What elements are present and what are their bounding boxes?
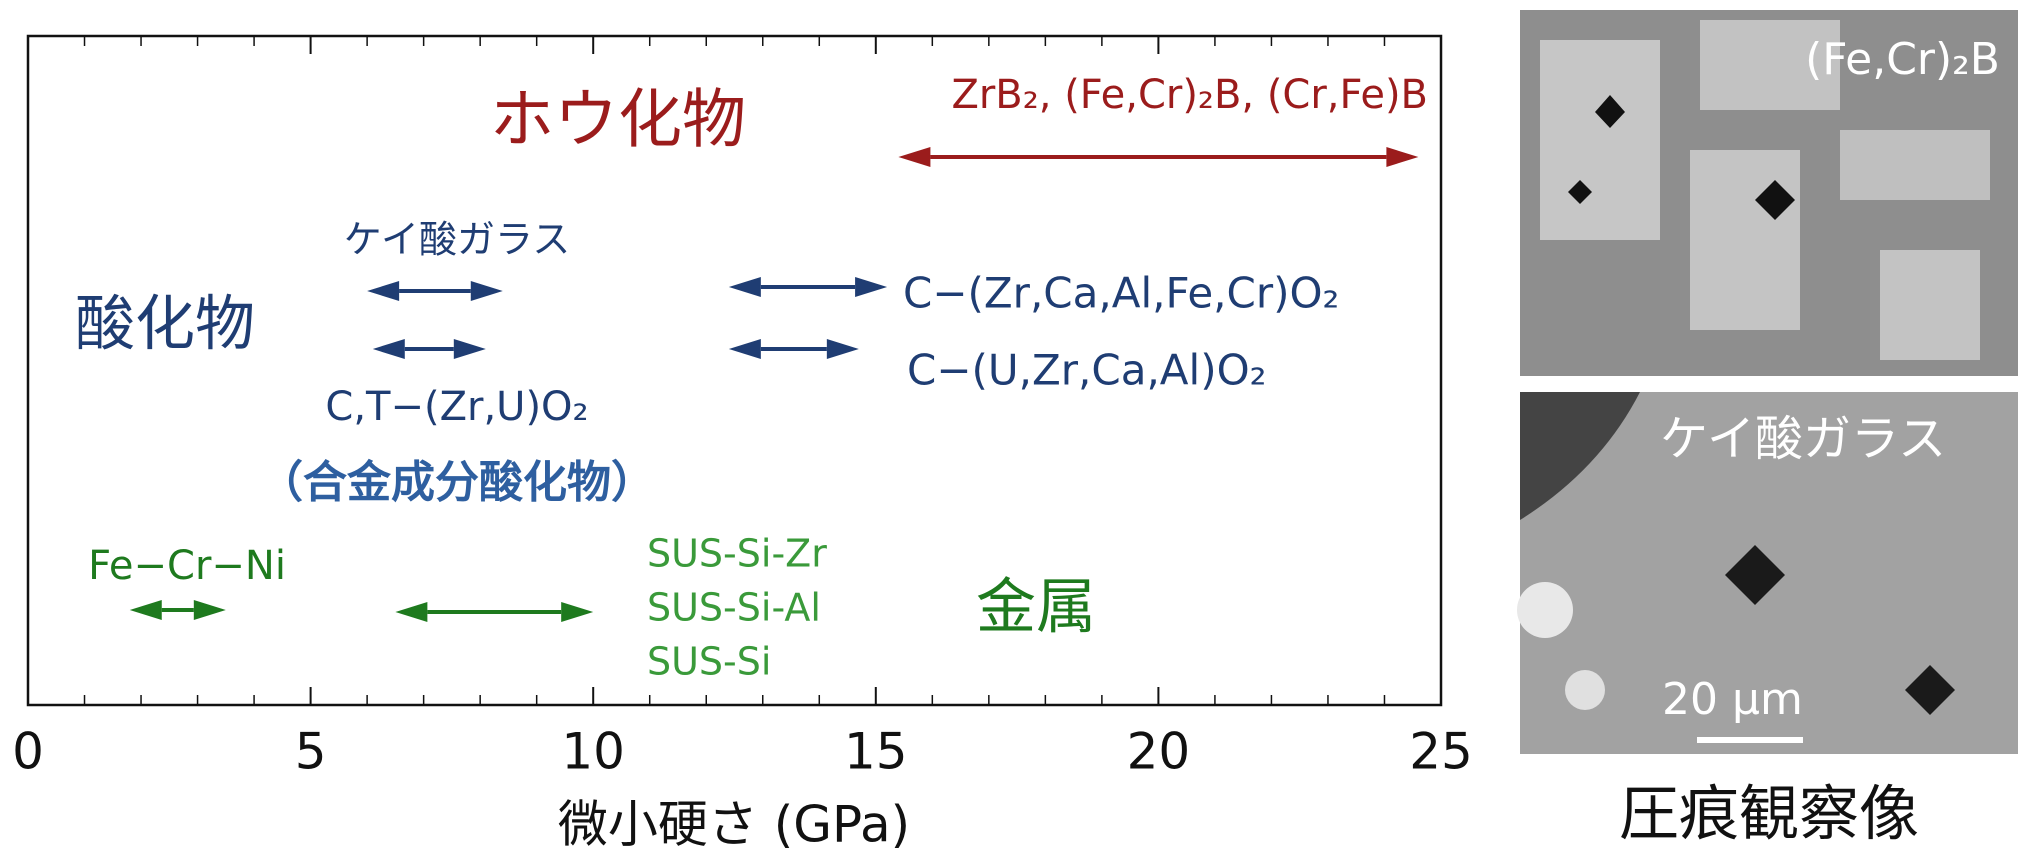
image-caption: 圧痕観察像 <box>1619 780 1919 850</box>
range-label: SUS-Si-Al <box>647 586 821 630</box>
x-tick-label: 25 <box>1409 723 1473 781</box>
range-label: SUS-Si <box>647 640 771 684</box>
scale-bar-label: 20 μm <box>1662 674 1803 725</box>
range-label: ケイ酸ガラス <box>344 218 570 262</box>
group-label: ホウ化物 <box>490 84 746 158</box>
arrow-head <box>470 281 503 301</box>
range-label: C−(U,Zr,Ca,Al)O₂ <box>907 346 1266 395</box>
group-label: 金属 <box>976 573 1096 643</box>
arrow-head <box>453 339 486 359</box>
arrow-head <box>1386 147 1419 167</box>
x-tick-label: 0 <box>12 723 44 781</box>
arrow-head <box>728 277 761 297</box>
arrow-head <box>129 600 162 620</box>
arrow-head <box>193 600 226 620</box>
group-label: （合金成分酸化物） <box>259 457 655 508</box>
x-tick-label: 10 <box>561 723 625 781</box>
image-label: (Fe,Cr)₂B <box>1805 34 2000 85</box>
range-label: C,T−(Zr,U)O₂ <box>325 384 588 430</box>
x-tick-label: 5 <box>295 723 327 781</box>
plot-frame <box>26 34 1443 707</box>
arrow-head <box>367 281 400 301</box>
arrow-head <box>372 339 405 359</box>
arrow-head <box>855 277 888 297</box>
x-axis-title: 微小硬さ (GPa) <box>558 796 910 854</box>
range-label: Fe−Cr−Ni <box>88 543 286 589</box>
arrow-head <box>898 147 931 167</box>
arrow-head <box>826 339 859 359</box>
range-label: SUS-Si-Zr <box>647 532 827 576</box>
group-label: 酸化物 <box>75 290 255 360</box>
arrow-head <box>395 602 428 622</box>
range-label: C−(Zr,Ca,Al,Fe,Cr)O₂ <box>903 269 1339 318</box>
x-tick-label: 20 <box>1127 723 1191 781</box>
arrow-head <box>561 602 594 622</box>
range-label: ZrB₂, (Fe,Cr)₂B, (Cr,Fe)B <box>951 72 1428 118</box>
image-label: ケイ酸ガラス <box>1660 411 1946 467</box>
x-tick-label: 15 <box>844 723 908 781</box>
micrograph-top: (Fe,Cr)₂B <box>1520 10 2018 376</box>
micrograph-bottom: ケイ酸ガラス 20 μm <box>1517 392 2018 754</box>
arrow-head <box>728 339 761 359</box>
